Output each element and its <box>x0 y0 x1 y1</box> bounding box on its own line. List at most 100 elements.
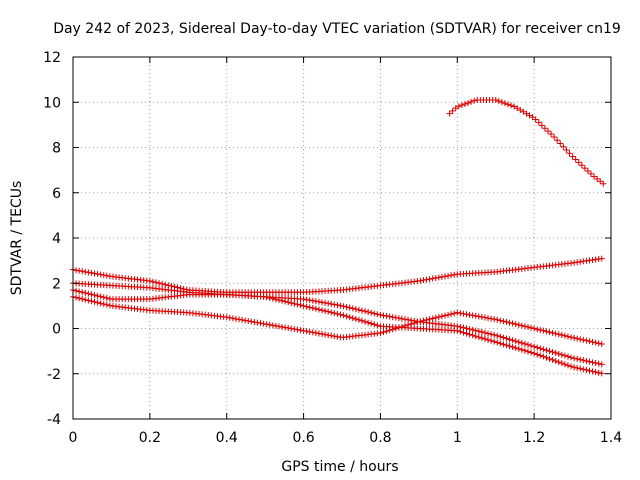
data-point <box>534 326 541 333</box>
data-point <box>432 314 439 321</box>
data-point <box>537 345 544 352</box>
data-point <box>503 335 510 342</box>
data-point <box>500 334 507 341</box>
data-point <box>446 110 453 117</box>
data-point <box>595 340 602 347</box>
data-point <box>242 317 249 324</box>
data-point <box>598 255 605 262</box>
data-point <box>420 277 427 284</box>
data-point <box>518 322 525 329</box>
data-point <box>282 298 289 305</box>
data-point <box>515 339 522 346</box>
data-point <box>517 106 524 113</box>
data-point <box>325 332 332 339</box>
data-point <box>546 329 553 336</box>
data-point <box>340 312 347 319</box>
data-point <box>500 318 507 325</box>
data-point <box>534 351 541 358</box>
data-point <box>300 327 307 334</box>
data-point <box>300 296 307 303</box>
data-point <box>491 331 498 338</box>
data-point <box>454 309 461 316</box>
data-point <box>414 319 421 326</box>
data-point <box>524 341 531 348</box>
data-point <box>371 321 378 328</box>
data-point <box>580 357 587 364</box>
data-point <box>386 313 393 320</box>
x-tick-label: 1 <box>453 430 462 446</box>
data-point <box>402 316 409 323</box>
data-point <box>405 316 412 323</box>
data-point <box>106 302 113 309</box>
data-point <box>294 326 301 333</box>
data-point <box>537 352 544 359</box>
y-tick-label: 2 <box>52 276 61 292</box>
data-point <box>597 178 604 185</box>
data-point <box>544 128 551 135</box>
data-point <box>505 101 512 108</box>
data-point <box>445 272 452 279</box>
data-point <box>503 318 510 325</box>
data-point <box>365 319 372 326</box>
data-point <box>319 307 326 314</box>
data-point <box>492 96 499 103</box>
y-tick-label: 0 <box>52 322 61 338</box>
data-point <box>306 304 313 311</box>
data-point <box>577 356 584 363</box>
y-tick-label: 4 <box>52 231 61 247</box>
data-point <box>506 319 513 326</box>
data-point <box>223 314 230 321</box>
data-point <box>285 299 292 306</box>
data-point <box>76 267 83 274</box>
data-point <box>79 295 86 302</box>
data-point <box>561 332 568 339</box>
data-point <box>592 339 599 346</box>
data-point <box>463 311 470 318</box>
data-point <box>82 268 89 275</box>
data-point <box>420 317 427 324</box>
x-tick-label: 1.4 <box>600 430 622 446</box>
data-point <box>509 337 516 344</box>
data-point <box>325 308 332 315</box>
data-point <box>79 268 86 275</box>
data-point <box>257 320 264 327</box>
data-point <box>343 303 350 310</box>
data-point <box>497 340 504 347</box>
data-point <box>494 332 501 339</box>
data-point <box>503 342 510 349</box>
data-point <box>297 302 304 309</box>
data-point <box>445 311 452 318</box>
x-tick-label: 0.2 <box>139 430 161 446</box>
data-point <box>586 367 593 374</box>
data-point <box>552 330 559 337</box>
data-point <box>319 331 326 338</box>
data-point <box>303 303 310 310</box>
data-point <box>452 105 459 112</box>
data-point <box>355 316 362 323</box>
data-point <box>371 310 378 317</box>
data-point <box>73 294 80 301</box>
data-point <box>543 354 550 361</box>
data-point <box>85 297 92 304</box>
data-point <box>248 318 255 325</box>
data-point <box>512 321 519 328</box>
data-point <box>306 297 313 304</box>
data-point <box>383 328 390 335</box>
data-point <box>76 295 83 302</box>
data-point <box>448 272 455 279</box>
data-point <box>279 323 286 330</box>
data-point <box>534 344 541 351</box>
data-point <box>159 280 166 287</box>
data-point <box>380 329 387 336</box>
data-point <box>392 314 399 321</box>
data-point <box>537 326 544 333</box>
data-point <box>319 299 326 306</box>
data-point <box>523 110 530 117</box>
data-point <box>91 298 98 305</box>
data-point <box>528 324 535 331</box>
data-point <box>494 339 501 346</box>
data-point <box>312 298 319 305</box>
data-point <box>389 314 396 321</box>
data-point <box>555 331 562 338</box>
data-point <box>322 307 329 314</box>
